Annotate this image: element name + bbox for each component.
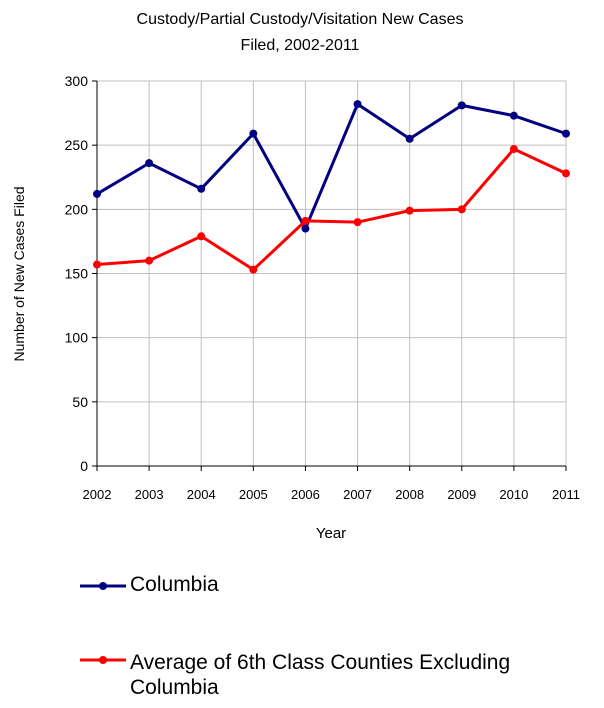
data-point-average-6th-class-2005 (249, 265, 258, 274)
x-tick-label-2005: 2005 (239, 487, 268, 502)
data-point-average-6th-class-2006 (301, 216, 310, 225)
y-tick-label-0: 0 (80, 458, 88, 474)
data-point-average-6th-class-2002 (93, 260, 101, 269)
x-axis-label: Year (316, 525, 346, 542)
plot-area: 0 50 100 150 200 250 300 2002 2003 2004 2005 2006 20… (65, 73, 580, 502)
x-tick-label-2006: 2006 (291, 487, 320, 502)
data-point-columbia-2003 (145, 159, 154, 168)
legend-swatch-columbia (80, 582, 126, 590)
data-point-columbia-2004 (197, 184, 206, 193)
x-tick-label-2011: 2011 (552, 487, 580, 502)
series-line-average-6th-class (96, 147, 567, 272)
data-point-average-6th-class-2003 (145, 256, 154, 265)
y-axis-label: Number of New Cases Filed (11, 186, 27, 361)
data-point-columbia-2005 (249, 129, 258, 138)
x-tick-label-2003: 2003 (135, 487, 164, 502)
data-point-average-6th-class-2010 (509, 145, 518, 154)
x-tick-label-2009: 2009 (447, 487, 476, 502)
y-tick-label-150: 150 (65, 266, 89, 282)
data-point-average-6th-class-2011 (562, 169, 570, 178)
data-point-average-6th-class-2009 (457, 205, 466, 214)
chart-title-line-1: Custody/Partial Custody/Visitation New C… (137, 11, 464, 28)
legend-marker-average-6th-class (99, 656, 107, 664)
y-tick-label-50: 50 (72, 394, 88, 410)
chart-title-line-2: Filed, 2002-2011 (241, 37, 360, 54)
x-tick-label-2002: 2002 (83, 487, 112, 502)
x-tick-label-2007: 2007 (343, 487, 372, 502)
line-chart: Custody/Partial Custody/Visitation New C… (11, 11, 580, 542)
x-tick-label-2004: 2004 (187, 487, 216, 502)
y-tick-label-200: 200 (65, 201, 89, 217)
legend-label-average-6th-class: Average of 6th Class Counties Excluding … (130, 651, 511, 699)
data-point-columbia-2002 (93, 189, 101, 198)
y-tick-label-100: 100 (65, 330, 89, 346)
legend-entry-average-6th-class: Average of 6th Class Counties Excluding … (80, 650, 600, 700)
series-line-columbia (96, 102, 567, 231)
data-point-columbia-2007 (353, 100, 362, 109)
legend-swatch-average-6th-class (80, 656, 126, 664)
data-point-columbia-2009 (457, 101, 466, 110)
x-tick-label-2010: 2010 (499, 487, 528, 502)
legend-label-columbia: Columbia (130, 573, 219, 596)
data-point-columbia-2006 (301, 224, 310, 233)
data-point-average-6th-class-2004 (197, 232, 206, 241)
data-point-columbia-2008 (405, 134, 414, 143)
legend-entry-columbia: Columbia (80, 572, 600, 597)
legend-marker-columbia (99, 582, 107, 590)
data-point-columbia-2010 (509, 111, 518, 120)
data-point-columbia-2011 (562, 129, 570, 138)
data-point-average-6th-class-2008 (405, 206, 414, 215)
x-tick-label-2008: 2008 (395, 487, 424, 502)
y-tick-label-250: 250 (65, 137, 89, 153)
y-tick-label-300: 300 (65, 73, 89, 89)
data-point-average-6th-class-2007 (353, 218, 362, 227)
